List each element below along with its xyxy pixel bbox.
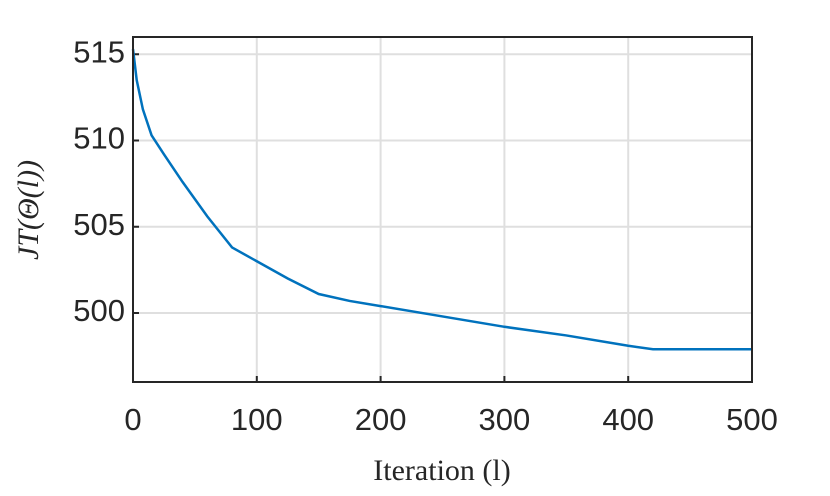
x-tick-label: 400 (602, 402, 654, 437)
y-axis-label: JT(Θ(l)) (12, 160, 45, 260)
y-tick-label: 500 (73, 293, 125, 328)
x-tick-label: 100 (231, 402, 283, 437)
y-tick-label: 505 (73, 207, 125, 242)
y-tick-label: 510 (73, 121, 125, 156)
x-tick-label: 200 (355, 402, 407, 437)
data-line (131, 48, 752, 351)
plot-frame (132, 36, 753, 383)
x-tick-label: 300 (479, 402, 531, 437)
x-tick-label: 500 (726, 402, 778, 437)
x-tick-label: 0 (124, 402, 141, 437)
x-axis-label: Iteration (l) (373, 454, 510, 487)
y-tick-label: 515 (73, 34, 125, 69)
